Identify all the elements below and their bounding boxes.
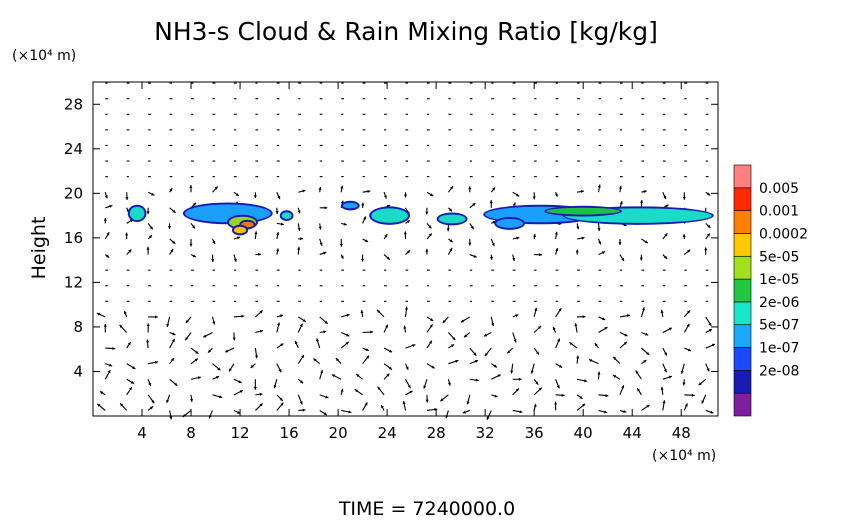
colorbar-label: 0.005 [759, 181, 799, 197]
x-tick-label: 20 [329, 424, 348, 442]
colorbar-swatch [734, 211, 751, 234]
cloud-patch [343, 203, 358, 209]
colorbar-label: 5e-05 [759, 249, 799, 265]
y-tick-label: 28 [64, 95, 83, 113]
colorbar-swatch [734, 302, 751, 325]
x-tick-label: 24 [378, 424, 397, 442]
cloud-patch [282, 212, 292, 219]
x-tick-label: 8 [186, 424, 196, 442]
x-unit-label: (×10⁴ m) [652, 448, 716, 464]
x-tick-label: 28 [427, 424, 446, 442]
cloud-patch [185, 204, 271, 222]
y-tick-label: 8 [73, 318, 83, 336]
colorbar-label: 2e-08 [759, 363, 799, 379]
colorbar-label: 1e-07 [759, 341, 799, 357]
colorbar-swatch [734, 370, 751, 393]
colorbar-swatch [734, 279, 751, 302]
colorbar-swatch [734, 393, 751, 416]
chart-title: NH3-s Cloud & Rain Mixing Ratio [kg/kg] [154, 17, 658, 46]
colorbar-label: 1e-05 [759, 272, 799, 288]
colorbar-swatch [734, 165, 751, 188]
colorbar-swatch [734, 188, 751, 211]
colorbar-label: 5e-07 [759, 318, 799, 334]
colorbar-swatch [734, 348, 751, 371]
cloud-patch [371, 208, 408, 222]
y-axis-label: Height [28, 217, 50, 280]
y-tick-label: 24 [64, 140, 83, 158]
cloud-patch [496, 219, 523, 228]
cloud-patch [234, 227, 246, 234]
y-unit-label: (×10⁴ m) [12, 48, 76, 64]
y-tick-label: 12 [64, 273, 83, 291]
x-tick-label: 12 [231, 424, 250, 442]
x-tick-label: 32 [476, 424, 495, 442]
colorbar-swatch [734, 233, 751, 256]
x-tick-label: 40 [574, 424, 593, 442]
x-tick-label: 36 [525, 424, 544, 442]
y-tick-label: 20 [64, 184, 83, 202]
y-tick-label: 4 [73, 362, 83, 380]
colorbar-label: 2e-06 [759, 295, 799, 311]
time-footer: TIME = 7240000.0 [338, 498, 515, 519]
cloud-patch [439, 214, 466, 223]
colorbar-label: 0.0002 [759, 226, 808, 242]
x-tick-label: 4 [137, 424, 147, 442]
cloud-patch [130, 207, 145, 220]
colorbar-label: 0.001 [759, 204, 799, 220]
y-tick-label: 16 [64, 229, 83, 247]
cloud-patch [546, 208, 620, 215]
x-tick-label: 16 [280, 424, 299, 442]
colorbar-swatch [734, 325, 751, 348]
x-tick-label: 48 [672, 424, 691, 442]
x-tick-label: 44 [623, 424, 642, 442]
colorbar-swatch [734, 256, 751, 279]
